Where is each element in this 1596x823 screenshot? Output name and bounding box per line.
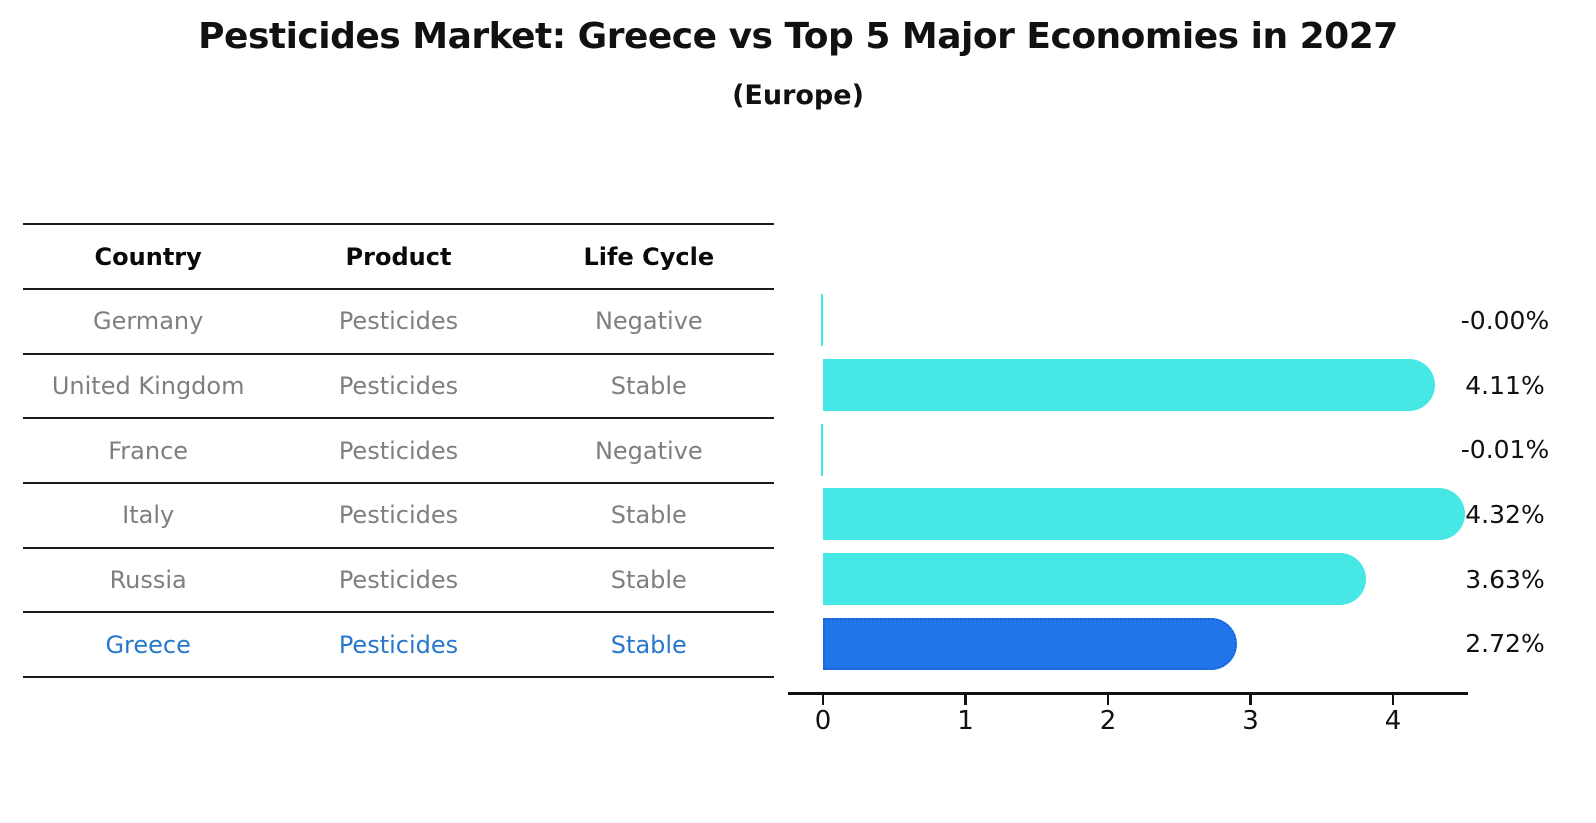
value-label-united-kingdom: 4.11%	[1465, 370, 1545, 400]
bar-united-kingdom	[823, 359, 1435, 411]
bar-france	[821, 423, 823, 476]
x-tick-mark-1	[964, 695, 967, 705]
table-cell-product: Pesticides	[338, 307, 459, 336]
x-tick-label-1: 1	[957, 706, 974, 736]
x-axis-line	[788, 692, 1468, 695]
table-header-row: Country Product Life Cycle	[23, 225, 774, 290]
x-tick-label-2: 2	[1099, 706, 1117, 736]
table-cell-life-cycle: Stable	[610, 566, 687, 595]
table-header-life-cycle: Life Cycle	[583, 242, 715, 271]
x-tick-label-3: 3	[1242, 706, 1259, 736]
bar-germany	[821, 294, 823, 347]
table-header-country: Country	[94, 242, 202, 271]
table-cell-life-cycle: Negative	[594, 436, 703, 465]
table-header-product: Product	[345, 242, 452, 271]
table-cell-country: Russia	[109, 566, 187, 595]
table-cell-country: Greece	[105, 630, 191, 659]
value-label-germany: -0.00%	[1460, 305, 1550, 335]
table-cell-country: Germany	[93, 307, 204, 336]
table-cell-country: United Kingdom	[51, 372, 245, 401]
table-row-russia: Russia Pesticides Stable	[23, 549, 774, 614]
country-info-table: Country Product Life Cycle Germany Pesticide…	[23, 223, 774, 679]
table-cell-life-cycle: Stable	[610, 630, 687, 659]
x-tick-label-0: 0	[814, 706, 832, 736]
table-cell-product: Pesticides	[338, 372, 459, 401]
table-cell-life-cycle: Stable	[610, 372, 687, 401]
value-label-russia: 3.63%	[1465, 564, 1545, 594]
x-tick-mark-2	[1106, 695, 1110, 705]
table-cell-product: Pesticides	[338, 630, 459, 659]
x-tick-mark-3	[1249, 695, 1252, 705]
table-row-germany: Germany Pesticides Negative	[23, 290, 774, 355]
table-cell-product: Pesticides	[338, 436, 459, 465]
x-tick-mark-4	[1391, 695, 1395, 705]
table-cell-country: France	[108, 436, 189, 465]
table-row-italy: Italy Pesticides Stable	[23, 484, 774, 549]
chart-title: Pesticides Market: Greece vs Top 5 Major…	[198, 16, 1398, 57]
bar-italy	[823, 488, 1465, 541]
table-row-france: France Pesticides Negative	[23, 419, 774, 485]
value-label-greece: 2.72%	[1465, 629, 1545, 659]
table-cell-product: Pesticides	[338, 566, 459, 595]
value-label-italy: 4.32%	[1465, 499, 1545, 529]
table-cell-life-cycle: Negative	[594, 307, 703, 336]
table-cell-product: Pesticides	[338, 501, 459, 530]
bar-greece	[823, 617, 1237, 670]
table-row-united-kingdom: United Kingdom Pesticides Stable	[23, 355, 774, 420]
x-tick-label-4: 4	[1384, 706, 1402, 736]
x-tick-mark-0	[821, 695, 825, 705]
table-cell-country: Italy	[122, 501, 175, 530]
table-cell-life-cycle: Stable	[610, 501, 687, 530]
table-row-greece: Greece Pesticides Stable	[23, 613, 774, 679]
value-label-france: -0.01%	[1460, 435, 1550, 465]
chart-subtitle: (Europe)	[732, 80, 864, 111]
bar-russia	[823, 553, 1367, 605]
